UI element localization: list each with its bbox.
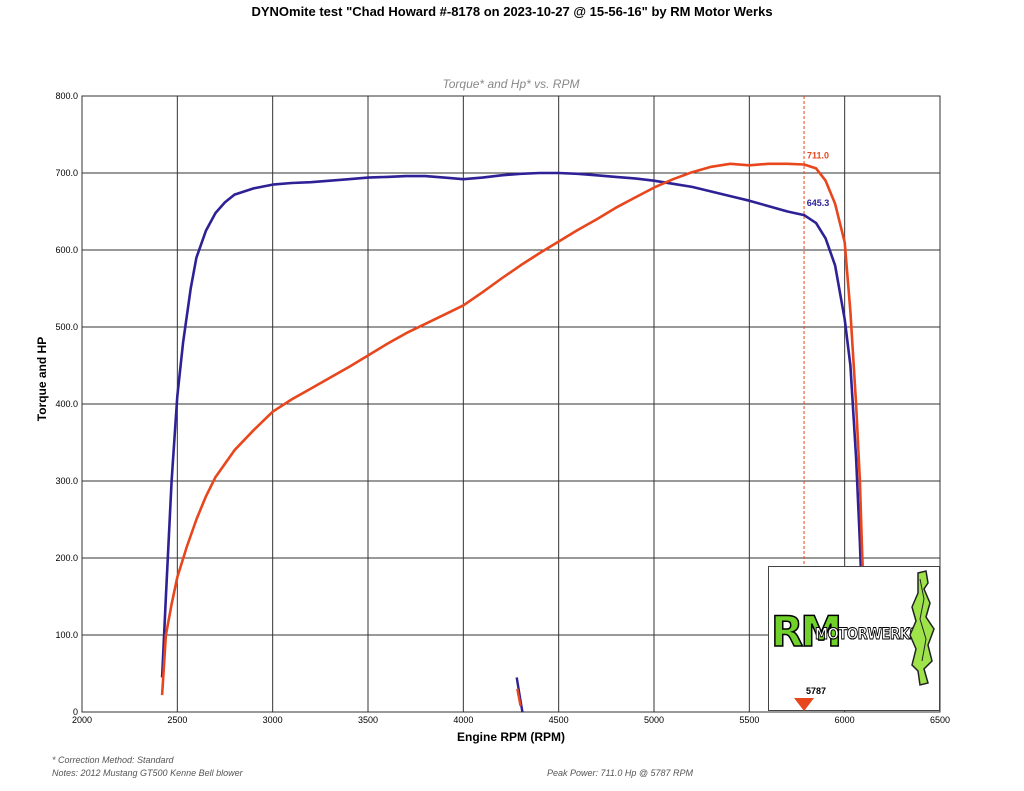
peak-power-text: Peak Power: 711.0 Hp @ 5787 RPM: [547, 768, 694, 778]
series-hp-line: [160, 162, 865, 696]
y-tick-label: 300.0: [55, 476, 78, 486]
logo-motorwerks-text: MOTORWERKS: [815, 624, 920, 644]
y-tick-label: 400.0: [55, 399, 78, 409]
x-tick-label: 2000: [72, 715, 92, 725]
y-tick-label: 700.0: [55, 168, 78, 178]
y-tick-label: 500.0: [55, 322, 78, 332]
chart-series: [160, 162, 865, 713]
y-tick-label: 600.0: [55, 245, 78, 255]
x-tick-label: 2500: [167, 715, 187, 725]
x-tick-label: 3500: [358, 715, 378, 725]
x-tick-label: 6000: [835, 715, 855, 725]
y-axis-label: Torque and HP: [35, 336, 49, 422]
x-tick-labels: 2000 2500 3000 3500 4000 4500 5000 5500 6000 6500: [72, 715, 950, 725]
x-axis-label: Engine RPM (RPM): [457, 730, 565, 744]
chart-title: Torque* and Hp* vs. RPM: [442, 77, 580, 91]
x-tick-label: 3000: [263, 715, 283, 725]
y-tick-label: 200.0: [55, 553, 78, 563]
y-tick-label: 800.0: [55, 91, 78, 101]
y-tick-label: 0: [73, 707, 78, 717]
logo-figure-icon: [909, 570, 935, 686]
page-title: DYNOmite test "Chad Howard #-8178 on 202…: [251, 4, 773, 19]
y-tick-labels: 0 100.0 200.0 300.0 400.0 500.0 600.0 700.0 800.…: [55, 91, 78, 717]
x-tick-label: 5000: [644, 715, 664, 725]
notes-text: Notes: 2012 Mustang GT500 Kenne Bell blo…: [52, 768, 243, 778]
stray-trace-segment: [516, 688, 522, 707]
x-tick-label: 6500: [930, 715, 950, 725]
torque-peak-label: 645.3: [807, 198, 830, 208]
x-tick-label: 4000: [453, 715, 473, 725]
hp-peak-label: 711.0: [807, 151, 829, 161]
correction-method-note: * Correction Method: Standard: [52, 755, 174, 765]
logo-rm-text: RM: [770, 606, 843, 657]
series-torque-line: [160, 171, 865, 678]
rm-motorwerks-logo: RM MOTORWERKS: [768, 566, 940, 711]
y-tick-label: 100.0: [55, 630, 78, 640]
x-tick-label: 4500: [549, 715, 569, 725]
x-tick-label: 5500: [739, 715, 759, 725]
